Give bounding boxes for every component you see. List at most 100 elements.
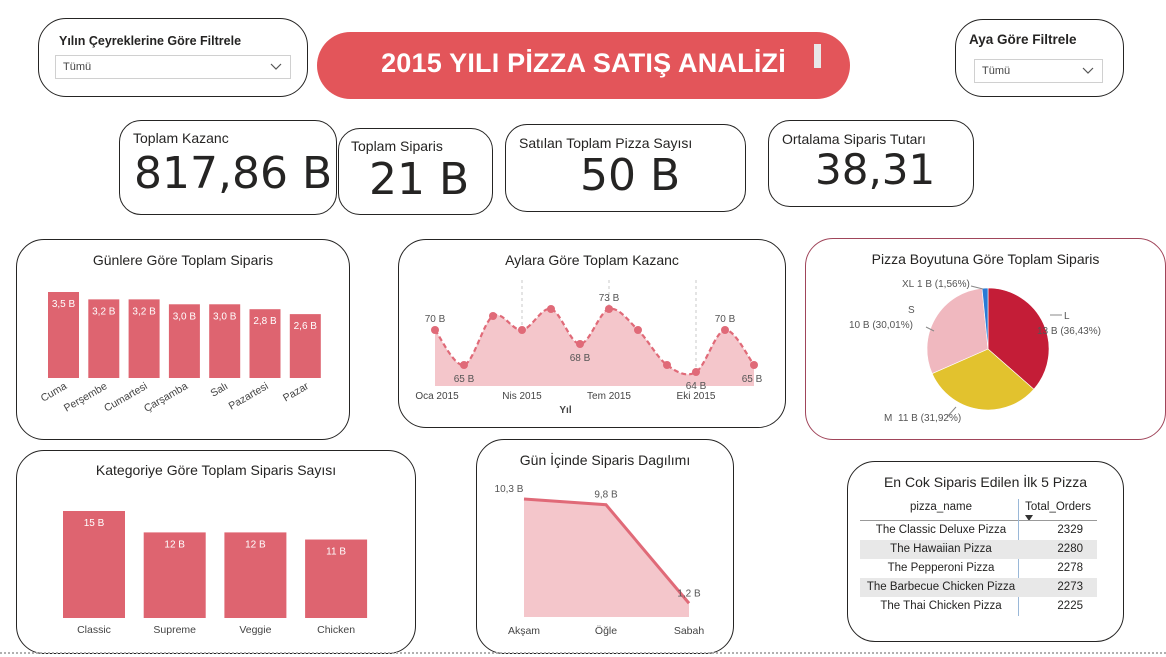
point-data-label: 68 B xyxy=(570,353,591,364)
bar xyxy=(48,292,79,378)
bar-data-label: 3,5 B xyxy=(52,299,76,310)
title-banner: 2015 YILI PİZZA SATIŞ ANALİZİ xyxy=(317,32,850,99)
x-tick-label: Eki 2015 xyxy=(677,391,716,402)
bar xyxy=(88,299,120,378)
x-tick-label: Cuma xyxy=(39,380,69,404)
slice-value-label: 11 B (31,92%) xyxy=(898,413,961,424)
column-header-total-orders[interactable]: Total_Orders xyxy=(1025,501,1091,513)
point-data-label: 65 B xyxy=(454,374,475,385)
cell-total-orders: 2329 xyxy=(1057,524,1083,536)
chart-daytime-svg: 10,3 B Akşam 9,8 B Öğle 1,2 B Sabah xyxy=(495,484,705,637)
cell-pizza-name: The Barbecue Chicken Pizza xyxy=(866,581,1016,593)
slice-name-label: M xyxy=(884,413,892,424)
data-point xyxy=(605,305,613,313)
page-title: 2015 YILI PİZZA SATIŞ ANALİZİ xyxy=(381,48,786,78)
point-data-label: 1,2 B xyxy=(677,588,701,599)
quarter-filter-dropdown[interactable]: Tümü xyxy=(55,55,291,79)
point-data-label: 70 B xyxy=(715,314,736,325)
bar xyxy=(305,539,368,618)
kpi-pizzas-card: Satılan Toplam Pizza Sayısı 50 B xyxy=(505,124,746,212)
table-body: The Classic Deluxe Pizza 2329 The Hawaiia… xyxy=(860,521,1097,616)
kpi-revenue-label: Toplam Kazanc xyxy=(133,130,229,146)
point-data-label: 64 B xyxy=(686,381,707,392)
bar xyxy=(128,299,160,378)
chart-size-card: Pizza Boyutuna Göre Toplam Siparis L 13 B… xyxy=(805,238,1166,440)
table-row[interactable]: The Barbecue Chicken Pizza 2273 xyxy=(860,578,1097,597)
data-point xyxy=(634,326,642,334)
x-tick-label: Pazartesi xyxy=(227,380,271,412)
text-cursor-mark xyxy=(814,44,821,68)
point-data-label: 73 B xyxy=(599,293,620,304)
x-tick-label: Veggie xyxy=(239,624,271,636)
chart-days-title: Günlere Göre Toplam Siparis xyxy=(92,252,274,268)
chart-daytime-title: Gün İçinde Siparis Dagılımı xyxy=(519,452,691,468)
bar-data-label: 2,8 B xyxy=(253,316,277,327)
kpi-avg-card: Ortalama Siparis Tutarı 38,31 xyxy=(768,120,974,207)
x-tick-label: Pazar xyxy=(281,380,311,404)
table-header: pizza_name Total_Orders xyxy=(860,499,1097,521)
x-tick-label: Classic xyxy=(77,624,111,636)
data-point xyxy=(750,361,758,369)
slice-value-label: 13 B (36,43%) xyxy=(1037,326,1101,337)
point-data-label: 65 B xyxy=(742,374,763,385)
column-header-pizza-name[interactable]: pizza_name xyxy=(909,501,972,513)
x-tick-label: Çarşamba xyxy=(142,380,190,415)
page-bottom-border xyxy=(0,652,1166,654)
bar xyxy=(63,511,125,618)
bar-data-label: 12 B xyxy=(164,539,185,550)
bar-data-label: 11 B xyxy=(326,547,346,558)
month-filter-value: Tümü xyxy=(982,65,1011,77)
x-tick-label: Chicken xyxy=(317,624,355,636)
bar-data-label: 2,6 B xyxy=(294,321,318,332)
bar xyxy=(168,304,200,378)
leader-line xyxy=(925,326,935,332)
cell-pizza-name: The Hawaiian Pizza xyxy=(890,543,992,555)
chart-category-card: Kategoriye Göre Toplam Siparis Sayısı 15… xyxy=(16,450,416,654)
kpi-orders-value: 21 B xyxy=(369,154,470,205)
table-row[interactable]: The Classic Deluxe Pizza 2329 xyxy=(860,521,1097,540)
cell-pizza-name: The Classic Deluxe Pizza xyxy=(875,524,1007,536)
x-tick-label: Öğle xyxy=(595,625,617,637)
chevron-down-icon xyxy=(1082,67,1094,74)
bar-data-label: 3,0 B xyxy=(213,311,237,322)
pie-slice xyxy=(926,287,989,374)
kpi-revenue-value: 817,86 B xyxy=(134,148,333,199)
table-row[interactable]: The Hawaiian Pizza 2280 xyxy=(860,540,1097,559)
bar xyxy=(289,314,321,378)
bar-data-label: 3,2 B xyxy=(92,306,116,317)
month-filter-card: Aya Göre Filtrele Tümü xyxy=(955,19,1124,97)
cell-pizza-name: The Thai Chicken Pizza xyxy=(880,600,1002,612)
leader-line xyxy=(970,285,984,290)
chart-daytime-card: Gün İçinde Siparis Dagılımı 10,3 B Akşam 9… xyxy=(476,439,734,654)
quarter-filter-title: Yılın Çeyreklerine Göre Filtrele xyxy=(59,34,242,48)
slice-name-label: S xyxy=(908,305,915,316)
bar xyxy=(224,532,287,618)
bar xyxy=(209,304,241,378)
data-point xyxy=(576,340,584,348)
data-point xyxy=(489,312,497,320)
kpi-avg-value: 38,31 xyxy=(815,145,936,194)
cell-pizza-name: The Pepperoni Pizza xyxy=(887,562,995,574)
cell-total-orders: 2278 xyxy=(1057,562,1083,574)
month-filter-dropdown[interactable]: Tümü xyxy=(974,59,1103,83)
x-tick-label: Akşam xyxy=(508,625,540,637)
x-tick-label: Sabah xyxy=(674,625,705,637)
kpi-orders-label: Toplam Siparis xyxy=(351,138,443,154)
x-axis-label: Yıl xyxy=(559,405,571,416)
point-data-label: 10,3 B xyxy=(495,484,524,495)
table-row[interactable]: The Pepperoni Pizza 2278 xyxy=(860,559,1097,578)
point-data-label: 70 B xyxy=(425,314,446,325)
leader-line xyxy=(946,406,957,418)
bar xyxy=(249,309,281,378)
sort-desc-icon xyxy=(1025,515,1033,521)
data-point xyxy=(431,326,439,334)
area-fill xyxy=(435,308,754,386)
quarter-filter-value: Tümü xyxy=(63,61,92,73)
chart-months-svg: 70 B 65 B 68 B 73 B 64 B 70 B 65 B Oca 2015 Nis … xyxy=(415,280,763,416)
kpi-pizzas-value: 50 B xyxy=(580,150,681,201)
bar-data-label: 3,2 B xyxy=(132,306,156,317)
table-row[interactable]: The Thai Chicken Pizza 2225 xyxy=(860,597,1097,616)
data-point xyxy=(547,305,555,313)
chart-months-card: Aylara Göre Toplam Kazanc 70 B 65 B 68 B 73… xyxy=(398,239,786,428)
bar xyxy=(143,532,206,618)
